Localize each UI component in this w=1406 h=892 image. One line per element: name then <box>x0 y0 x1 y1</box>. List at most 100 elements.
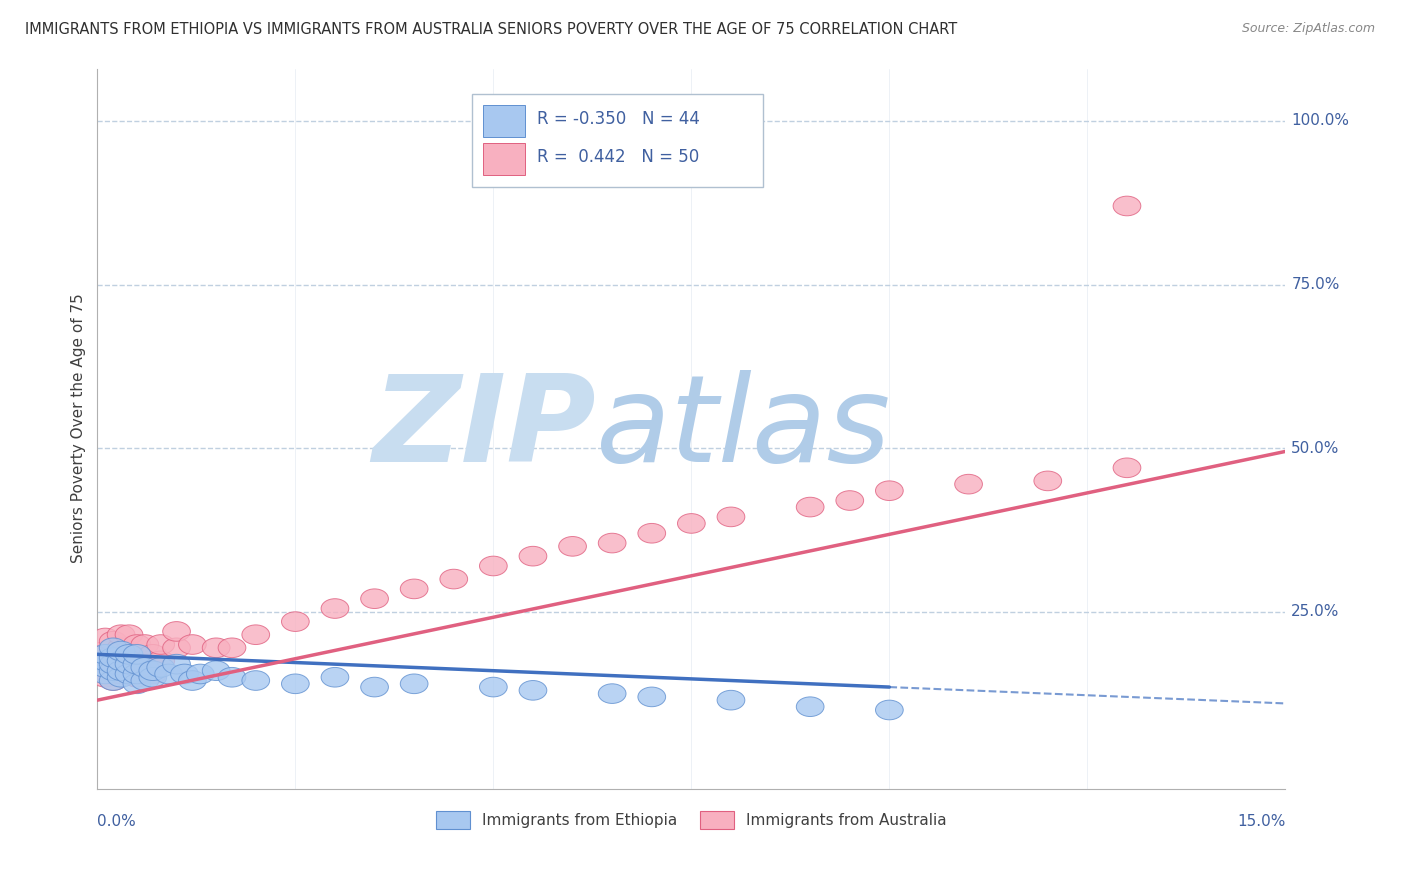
Ellipse shape <box>1114 196 1140 216</box>
Ellipse shape <box>107 651 135 671</box>
Ellipse shape <box>107 651 135 671</box>
Text: ZIP: ZIP <box>373 370 596 487</box>
Ellipse shape <box>115 625 143 645</box>
Ellipse shape <box>91 667 120 687</box>
Ellipse shape <box>638 524 665 543</box>
Ellipse shape <box>107 638 135 657</box>
FancyBboxPatch shape <box>471 94 762 187</box>
Ellipse shape <box>361 589 388 608</box>
Ellipse shape <box>163 655 190 674</box>
Ellipse shape <box>1033 471 1062 491</box>
Ellipse shape <box>107 661 135 681</box>
Ellipse shape <box>100 645 127 665</box>
Ellipse shape <box>837 491 863 510</box>
Ellipse shape <box>155 665 183 684</box>
Ellipse shape <box>124 645 150 665</box>
Ellipse shape <box>638 687 665 706</box>
Ellipse shape <box>124 651 150 671</box>
Ellipse shape <box>124 655 150 674</box>
Ellipse shape <box>91 628 120 648</box>
Ellipse shape <box>401 579 427 599</box>
Ellipse shape <box>124 667 150 687</box>
Ellipse shape <box>599 684 626 704</box>
Ellipse shape <box>91 665 120 684</box>
Ellipse shape <box>1114 458 1140 477</box>
Ellipse shape <box>139 661 167 681</box>
Ellipse shape <box>796 697 824 716</box>
Ellipse shape <box>218 638 246 657</box>
Ellipse shape <box>146 657 174 677</box>
Ellipse shape <box>321 667 349 687</box>
Ellipse shape <box>479 556 508 576</box>
Legend: Immigrants from Ethiopia, Immigrants from Australia: Immigrants from Ethiopia, Immigrants fro… <box>430 805 953 835</box>
Ellipse shape <box>321 599 349 618</box>
Text: IMMIGRANTS FROM ETHIOPIA VS IMMIGRANTS FROM AUSTRALIA SENIORS POVERTY OVER THE A: IMMIGRANTS FROM ETHIOPIA VS IMMIGRANTS F… <box>25 22 957 37</box>
Text: 0.0%: 0.0% <box>97 814 136 829</box>
Ellipse shape <box>107 667 135 687</box>
FancyBboxPatch shape <box>484 104 524 136</box>
Ellipse shape <box>179 635 207 655</box>
Ellipse shape <box>91 657 120 677</box>
Ellipse shape <box>131 657 159 677</box>
Text: 50.0%: 50.0% <box>1291 441 1340 456</box>
Ellipse shape <box>440 569 468 589</box>
Ellipse shape <box>558 536 586 556</box>
Ellipse shape <box>281 674 309 694</box>
FancyBboxPatch shape <box>484 143 524 175</box>
Text: Source: ZipAtlas.com: Source: ZipAtlas.com <box>1241 22 1375 36</box>
Ellipse shape <box>91 651 120 671</box>
Text: R = -0.350   N = 44: R = -0.350 N = 44 <box>537 110 700 128</box>
Ellipse shape <box>479 677 508 697</box>
Ellipse shape <box>124 635 150 655</box>
Ellipse shape <box>100 661 127 681</box>
Ellipse shape <box>361 677 388 697</box>
Ellipse shape <box>100 671 127 690</box>
Text: R =  0.442   N = 50: R = 0.442 N = 50 <box>537 148 699 166</box>
Ellipse shape <box>146 651 174 671</box>
Ellipse shape <box>218 667 246 687</box>
Ellipse shape <box>115 655 143 674</box>
Ellipse shape <box>170 665 198 684</box>
Ellipse shape <box>91 651 120 671</box>
Ellipse shape <box>124 665 150 684</box>
Ellipse shape <box>100 655 127 674</box>
Text: atlas: atlas <box>596 370 891 487</box>
Ellipse shape <box>115 665 143 684</box>
Ellipse shape <box>115 665 143 684</box>
Ellipse shape <box>107 665 135 684</box>
Ellipse shape <box>876 481 903 500</box>
Ellipse shape <box>281 612 309 632</box>
Text: 75.0%: 75.0% <box>1291 277 1340 292</box>
Ellipse shape <box>717 690 745 710</box>
Ellipse shape <box>139 667 167 687</box>
Ellipse shape <box>100 638 127 657</box>
Ellipse shape <box>131 671 159 690</box>
Ellipse shape <box>91 645 120 665</box>
Text: 15.0%: 15.0% <box>1237 814 1285 829</box>
Ellipse shape <box>91 657 120 677</box>
Ellipse shape <box>717 507 745 526</box>
Ellipse shape <box>242 671 270 690</box>
Ellipse shape <box>599 533 626 553</box>
Ellipse shape <box>100 632 127 651</box>
Text: 100.0%: 100.0% <box>1291 113 1350 128</box>
Y-axis label: Seniors Poverty Over the Age of 75: Seniors Poverty Over the Age of 75 <box>72 293 86 564</box>
Ellipse shape <box>131 635 159 655</box>
Ellipse shape <box>876 700 903 720</box>
Ellipse shape <box>91 641 120 661</box>
Ellipse shape <box>107 641 135 661</box>
Ellipse shape <box>139 665 167 684</box>
Ellipse shape <box>115 645 143 665</box>
Ellipse shape <box>519 546 547 566</box>
Ellipse shape <box>678 514 706 533</box>
Ellipse shape <box>100 671 127 690</box>
Ellipse shape <box>163 622 190 641</box>
Ellipse shape <box>796 497 824 516</box>
Ellipse shape <box>202 661 231 681</box>
Ellipse shape <box>146 635 174 655</box>
Ellipse shape <box>955 475 983 494</box>
Ellipse shape <box>242 625 270 645</box>
Text: 25.0%: 25.0% <box>1291 604 1340 619</box>
Ellipse shape <box>100 655 127 674</box>
Ellipse shape <box>124 674 150 694</box>
